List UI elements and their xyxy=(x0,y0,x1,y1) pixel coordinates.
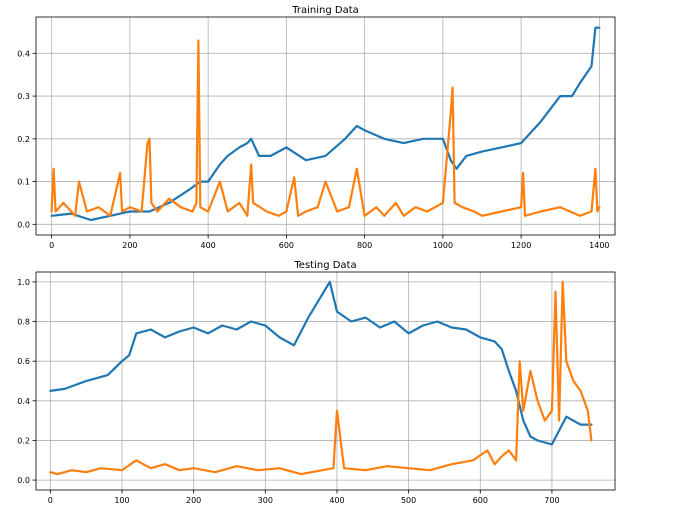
testing-series-0-line xyxy=(49,280,593,446)
testing-xtick-label-6: 600 xyxy=(473,496,488,505)
training-xtick-label-7: 1400 xyxy=(589,241,609,250)
training-ytick-label-3: 0.3 xyxy=(17,92,30,101)
training-xtick-label-2: 400 xyxy=(200,241,215,250)
training-chart-title: Training Data xyxy=(291,5,359,16)
testing-xtick-label-2: 200 xyxy=(186,496,201,505)
testing-plot-frame xyxy=(35,271,616,491)
training-ytick-label-0: 0.0 xyxy=(17,220,30,229)
testing-ytick-label-4: 0.8 xyxy=(17,318,30,327)
training-series-0-line xyxy=(50,26,601,222)
training-series-1-line xyxy=(50,39,601,217)
testing-xtick-label-4: 400 xyxy=(329,496,344,505)
testing-ytick-label-5: 1.0 xyxy=(17,278,30,287)
training-plot-frame xyxy=(35,16,616,236)
testing-chart: Testing Data 0 100 200 300 400 500 600 700 0.0 0.… xyxy=(17,260,616,505)
testing-ytick-label-3: 0.6 xyxy=(17,357,30,366)
testing-ytick-label-1: 0.2 xyxy=(17,436,30,445)
testing-xtick-label-5: 500 xyxy=(401,496,416,505)
training-chart: Training Data 0 200 400 600 800 1000 1200 1400 0… xyxy=(17,5,616,250)
training-xtick-label-3: 600 xyxy=(279,241,294,250)
training-xtick-label-5: 1000 xyxy=(433,241,453,250)
testing-ytick-label-0: 0.0 xyxy=(17,476,30,485)
training-xtick-label-0: 0 xyxy=(49,241,54,250)
training-ytick-label-1: 0.1 xyxy=(17,178,30,187)
training-xtick-label-6: 1200 xyxy=(511,241,531,250)
training-xtick-label-4: 800 xyxy=(357,241,372,250)
testing-ytick-label-2: 0.4 xyxy=(17,397,30,406)
training-xtick-label-1: 200 xyxy=(122,241,137,250)
testing-xtick-label-3: 300 xyxy=(258,496,273,505)
testing-xtick-label-1: 100 xyxy=(114,496,129,505)
testing-chart-title: Testing Data xyxy=(293,260,356,271)
testing-xtick-label-7: 700 xyxy=(544,496,559,505)
training-ytick-label-4: 0.4 xyxy=(17,49,30,58)
testing-xtick-label-0: 0 xyxy=(48,496,53,505)
training-ytick-label-2: 0.2 xyxy=(17,135,30,144)
testing-series-1-line xyxy=(49,280,593,476)
